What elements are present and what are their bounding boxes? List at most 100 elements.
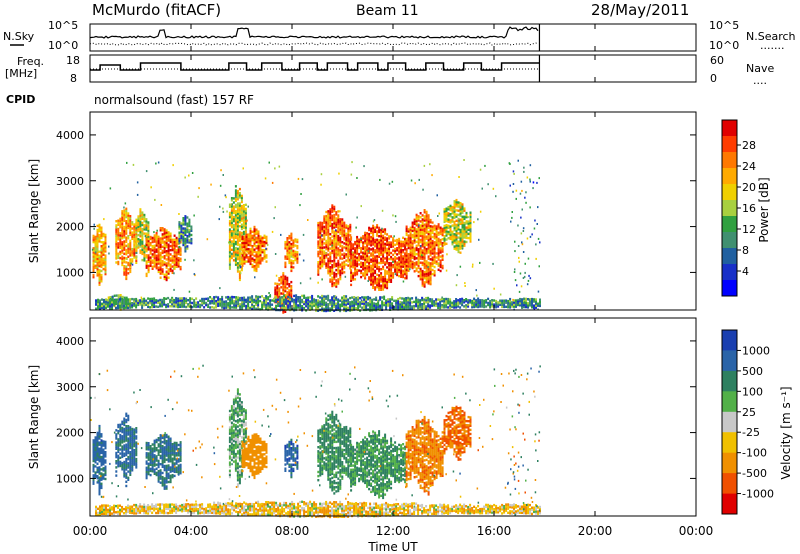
echo-cell xyxy=(228,251,231,254)
echo-cell xyxy=(115,242,118,246)
echo-cell xyxy=(104,264,107,268)
echo-cell xyxy=(185,299,188,302)
echo-cell xyxy=(339,218,342,221)
echo-cell xyxy=(337,261,340,265)
echo-cell xyxy=(217,296,220,299)
echo-cell xyxy=(509,300,512,303)
echo-cell xyxy=(141,248,144,251)
echo-cell xyxy=(135,251,138,254)
echo-cell xyxy=(235,306,238,309)
echo-cell xyxy=(427,263,430,267)
echo-cell xyxy=(287,302,290,305)
echo-cell xyxy=(384,251,387,254)
echo-cell xyxy=(123,464,126,468)
echo-cell xyxy=(261,307,264,310)
echo-cell xyxy=(165,272,168,276)
echo-cell xyxy=(275,304,278,308)
echo-cell xyxy=(453,247,456,250)
echo-cell xyxy=(147,442,150,445)
echo-cell xyxy=(437,245,440,249)
scatter-cell xyxy=(514,240,516,243)
echo-cell xyxy=(98,238,101,241)
echo-cell xyxy=(143,297,146,301)
echo-cell xyxy=(333,251,336,254)
echo-cell xyxy=(209,302,212,305)
scatter-cell xyxy=(235,231,238,234)
echo-cell xyxy=(236,222,239,226)
echo-cell xyxy=(417,237,420,241)
echo-cell xyxy=(251,297,254,300)
echo-cell xyxy=(374,261,377,264)
scatter-cell xyxy=(492,262,494,265)
echo-cell xyxy=(386,249,389,253)
echo-cell xyxy=(329,280,332,283)
echo-cell xyxy=(402,265,405,268)
echo-cell xyxy=(178,235,181,238)
echo-cell xyxy=(459,302,462,305)
echo-cell xyxy=(139,220,142,223)
echo-cell xyxy=(104,248,107,251)
echo-cell xyxy=(405,297,408,300)
echo-cell xyxy=(123,462,126,466)
echo-cell xyxy=(441,299,444,303)
echo-cell xyxy=(234,263,237,266)
scatter-cell xyxy=(219,184,222,187)
echo-cell xyxy=(419,275,422,279)
echo-cell xyxy=(425,270,428,273)
echo-cell xyxy=(189,303,192,306)
echo-cell xyxy=(427,305,430,308)
echo-cell xyxy=(284,283,287,287)
echo-cell xyxy=(283,296,286,299)
echo-cell xyxy=(407,228,410,231)
echo-cell xyxy=(157,301,160,304)
echo-cell xyxy=(253,300,256,304)
echo-cell xyxy=(343,295,346,298)
echo-cell xyxy=(96,475,99,478)
echo-cell xyxy=(413,251,416,254)
echo-cell xyxy=(186,241,189,244)
echo-cell xyxy=(359,303,362,306)
echo-cell xyxy=(419,230,422,233)
echo-cell xyxy=(115,261,118,264)
echo-cell xyxy=(335,298,338,301)
echo-cell xyxy=(244,209,247,213)
echo-cell xyxy=(331,296,334,299)
echo-cell xyxy=(329,253,332,256)
echo-cell xyxy=(127,249,130,252)
echo-cell xyxy=(453,208,456,211)
echo-cell xyxy=(230,244,233,247)
echo-cell xyxy=(145,256,148,259)
echo-cell xyxy=(374,230,377,233)
echo-cell xyxy=(121,295,124,299)
echo-cell xyxy=(415,267,418,270)
echo-cell xyxy=(397,306,400,309)
echo-cell xyxy=(461,303,464,307)
echo-cell xyxy=(290,287,293,290)
echo-cell xyxy=(449,237,452,241)
echo-cell xyxy=(99,299,101,302)
echo-cell xyxy=(117,432,120,435)
echo-cell xyxy=(405,244,408,247)
echo-cell xyxy=(353,298,356,301)
echo-cell xyxy=(159,475,162,478)
echo-cell xyxy=(125,306,127,309)
echo-cell xyxy=(339,238,342,242)
echo-cell xyxy=(437,304,440,307)
echo-cell xyxy=(290,234,293,237)
echo-cell xyxy=(345,303,348,306)
scatter-cell xyxy=(511,211,513,213)
echo-cell xyxy=(433,304,436,307)
echo-cell xyxy=(386,286,389,290)
echo-cell xyxy=(396,263,399,266)
echo-cell xyxy=(404,252,407,255)
echo-cell xyxy=(167,251,170,255)
echo-cell xyxy=(123,467,126,470)
scatter-cell xyxy=(197,195,199,198)
echo-cell xyxy=(358,257,361,260)
echo-cell xyxy=(104,233,107,237)
echo-cell xyxy=(469,217,472,221)
echo-cell xyxy=(423,300,426,303)
echo-cell xyxy=(123,469,126,472)
echo-cell xyxy=(411,246,414,249)
